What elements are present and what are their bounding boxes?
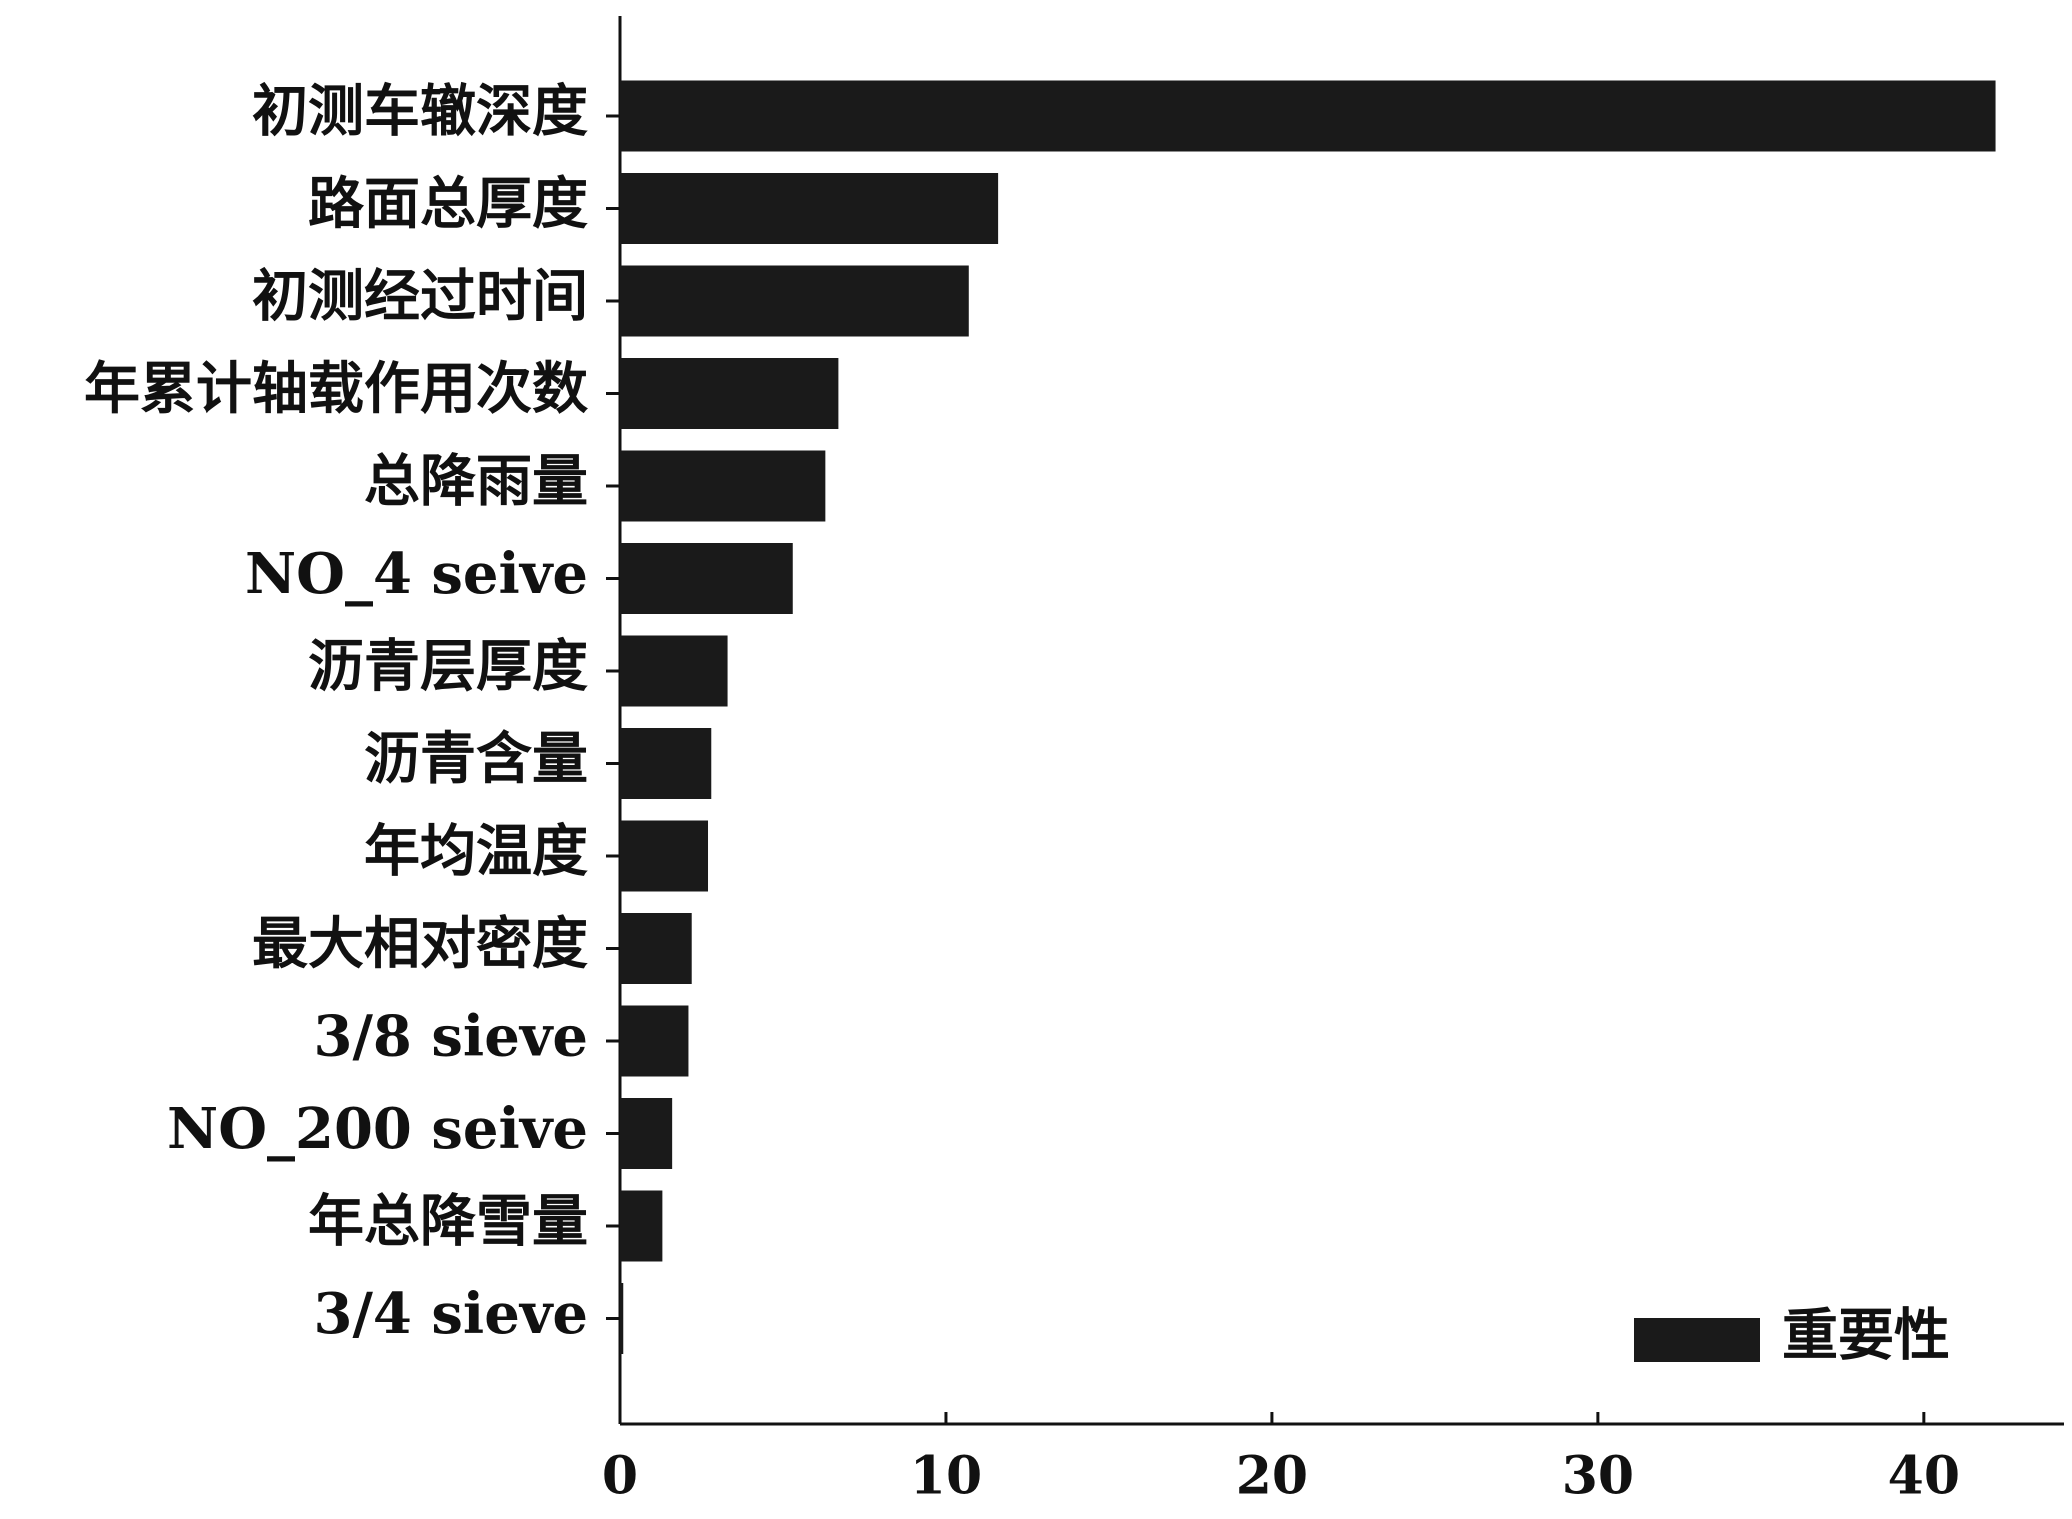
y-tick-label: 3/8 sieve (314, 1004, 588, 1070)
bar (620, 173, 999, 244)
bar (620, 820, 709, 892)
bar (620, 450, 826, 522)
bar (620, 80, 1996, 152)
bar (620, 543, 793, 614)
bar (620, 1283, 624, 1354)
bar (620, 635, 728, 707)
y-tick-label: 初测车辙深度 (252, 79, 588, 145)
bar (620, 358, 839, 429)
y-tick-label: 沥青含量 (364, 726, 588, 792)
x-tick-label: 10 (910, 1446, 982, 1507)
legend-label: 重要性 (1782, 1303, 1950, 1369)
x-tick-label: 20 (1236, 1446, 1308, 1507)
y-tick-label: 初测经过时间 (252, 264, 588, 330)
y-tick-label: NO_4 seive (245, 541, 588, 607)
y-tick-label: 年累计轴载作用次数 (84, 356, 588, 422)
y-tick-label: 3/4 sieve (314, 1281, 588, 1347)
x-tick-label: 30 (1562, 1446, 1634, 1507)
bar (620, 1190, 663, 1262)
y-tick-label: 年均温度 (364, 819, 588, 885)
x-tick-label: 40 (1888, 1446, 1960, 1507)
y-tick-label: 沥青层厚度 (308, 634, 588, 700)
y-tick-label: NO_200 seive (167, 1096, 588, 1162)
bar (620, 728, 712, 799)
bar (620, 913, 692, 984)
bar (620, 1005, 689, 1077)
bar (620, 1098, 673, 1169)
bar (620, 265, 969, 337)
y-tick-label: 路面总厚度 (308, 171, 588, 237)
y-tick-label: 总降雨量 (364, 449, 588, 515)
y-tick-label: 最大相对密度 (252, 911, 588, 977)
x-tick-label: 0 (602, 1446, 638, 1507)
y-tick-label: 年总降雪量 (308, 1189, 588, 1255)
legend-swatch (1634, 1318, 1760, 1362)
